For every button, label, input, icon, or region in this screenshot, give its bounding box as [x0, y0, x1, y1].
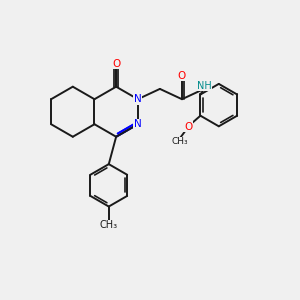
- Text: N: N: [134, 94, 142, 104]
- Text: O: O: [178, 71, 186, 81]
- Text: CH₃: CH₃: [172, 137, 188, 146]
- Text: N: N: [134, 119, 142, 129]
- Text: O: O: [112, 59, 120, 69]
- Text: O: O: [184, 122, 192, 132]
- Text: CH₃: CH₃: [100, 220, 118, 230]
- Text: NH: NH: [197, 81, 212, 91]
